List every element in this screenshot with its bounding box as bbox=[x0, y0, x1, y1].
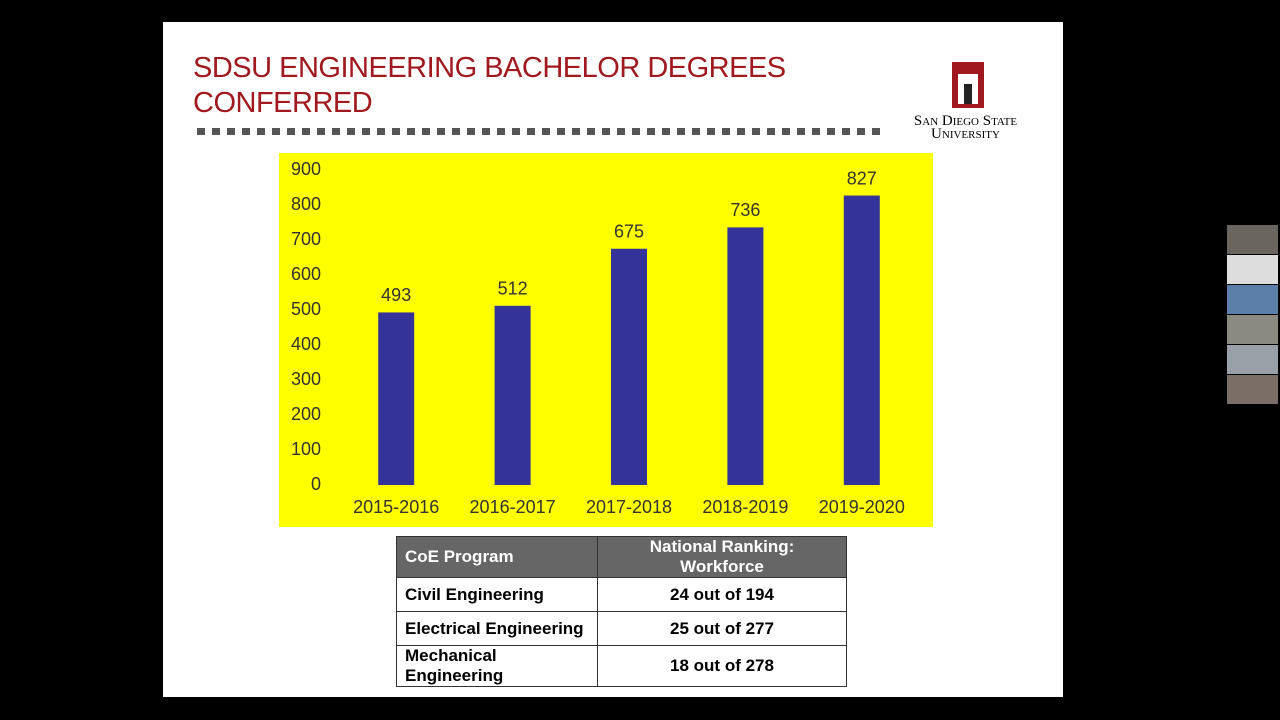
data-label: 512 bbox=[498, 279, 528, 299]
y-tick-label: 700 bbox=[291, 229, 321, 249]
y-tick-label: 500 bbox=[291, 299, 321, 319]
y-tick-label: 400 bbox=[291, 334, 321, 354]
slide-title: CONFERRED bbox=[193, 87, 373, 119]
chart-background bbox=[279, 153, 933, 527]
x-tick-label: 2018-2019 bbox=[702, 497, 788, 517]
chart: 0 100 200 300 400 500 600 700 800 900 2015-2016 493… bbox=[279, 153, 933, 527]
logo-icon bbox=[952, 62, 984, 108]
data-label: 827 bbox=[847, 168, 877, 188]
table-cell: Civil Engineering bbox=[396, 577, 598, 612]
table-cell: 24 out of 194 bbox=[597, 577, 847, 612]
table-cell: Electrical Engineering bbox=[396, 611, 598, 646]
bar bbox=[494, 305, 531, 485]
table-cell: 18 out of 278 bbox=[597, 645, 847, 687]
bar bbox=[378, 312, 415, 485]
participant-video[interactable] bbox=[1227, 345, 1278, 374]
logo-text: University bbox=[931, 126, 1000, 142]
bar bbox=[843, 195, 880, 486]
y-tick-label: 300 bbox=[291, 369, 321, 389]
y-tick-label: 900 bbox=[291, 159, 321, 179]
table-header: CoE Program bbox=[396, 536, 598, 578]
x-tick-label: 2015-2016 bbox=[353, 497, 439, 517]
slide-title: SDSU ENGINEERING BACHELOR DEGREES bbox=[193, 52, 786, 84]
table-header: National Ranking: Workforce bbox=[597, 536, 847, 578]
bar bbox=[727, 227, 764, 485]
participant-video[interactable] bbox=[1227, 315, 1278, 344]
table-cell: 25 out of 277 bbox=[597, 611, 847, 646]
participant-video[interactable] bbox=[1227, 375, 1278, 404]
data-label: 493 bbox=[381, 285, 411, 305]
y-tick-label: 800 bbox=[291, 194, 321, 214]
participant-video[interactable] bbox=[1227, 285, 1278, 314]
y-tick-label: 100 bbox=[291, 439, 321, 459]
ranking-table: CoE Program National Ranking: Workforce C… bbox=[396, 536, 847, 687]
slide: SDSU ENGINEERING BACHELOR DEGREES CONFER… bbox=[163, 22, 1063, 697]
participant-video[interactable] bbox=[1227, 225, 1278, 254]
y-tick-label: 200 bbox=[291, 404, 321, 424]
y-tick-label: 0 bbox=[311, 474, 321, 494]
divider bbox=[197, 128, 885, 135]
table-cell: Mechanical Engineering bbox=[396, 645, 598, 687]
x-tick-label: 2017-2018 bbox=[586, 497, 672, 517]
bar bbox=[611, 248, 647, 485]
x-tick-label: 2019-2020 bbox=[819, 497, 905, 517]
data-label: 675 bbox=[614, 222, 644, 242]
x-tick-label: 2016-2017 bbox=[470, 497, 556, 517]
participant-video[interactable] bbox=[1227, 255, 1278, 284]
data-label: 736 bbox=[730, 200, 760, 220]
y-tick-label: 600 bbox=[291, 264, 321, 284]
logo-text: San Diego State bbox=[913, 113, 1018, 129]
